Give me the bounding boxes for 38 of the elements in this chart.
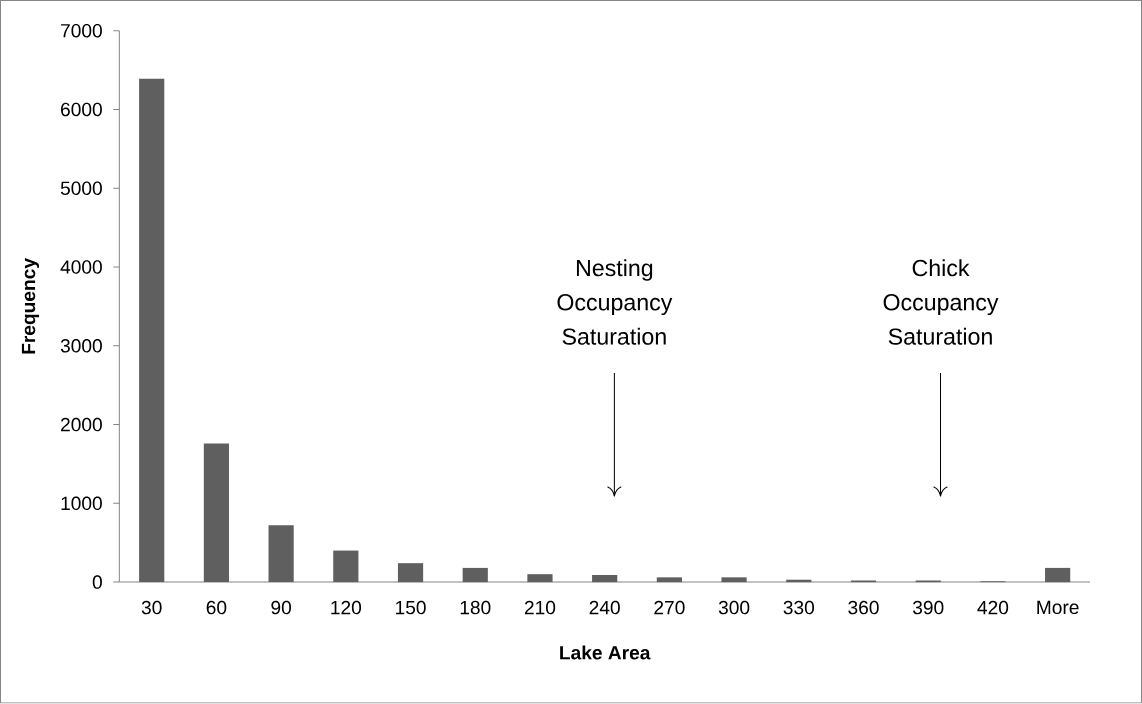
x-tick-label: 150 [396,600,426,615]
x-axis-title: Lake Area [560,645,651,660]
bar [592,575,618,583]
bar [203,443,230,583]
bar [721,577,747,583]
x-tick-label: 300 [718,600,750,615]
y-tick-label: 7000 [61,24,102,38]
bar [527,574,553,583]
y-axis-title: Frequency [21,258,40,354]
bar [1045,568,1071,583]
x-tick-label: 270 [654,600,685,615]
bar [333,550,359,583]
x-tick-label: 90 [271,600,292,615]
bar [462,568,488,583]
x-tick-label: 420 [977,600,1009,615]
x-tick-label: 360 [848,600,879,615]
y-tick-label: 2000 [61,418,102,432]
y-tick-label: 5000 [60,181,102,196]
bar [656,577,682,583]
x-tick-label: 180 [460,600,491,615]
x-tick-label: 30 [141,600,162,615]
x-tick-label: 240 [589,600,620,615]
y-tick-label: 1000 [61,496,102,511]
y-tick-label: 6000 [61,102,102,117]
x-tick-label: More [1037,601,1079,615]
x-tick-label: 330 [783,600,815,615]
x-tick-label: 390 [912,600,944,615]
bar [268,525,294,583]
x-tick-label: 210 [524,600,556,615]
bar [139,79,165,583]
y-tick-label: 3000 [60,339,102,353]
x-tick-label: 120 [331,600,362,615]
annotation: Chick Occupancy Saturation [883,259,999,346]
x-tick-label: 60 [206,600,227,615]
bar [397,563,424,583]
y-tick-label: 4000 [60,260,102,275]
annotation: Nesting Occupancy Saturation [557,259,673,346]
y-tick-label: 0 [92,575,102,590]
